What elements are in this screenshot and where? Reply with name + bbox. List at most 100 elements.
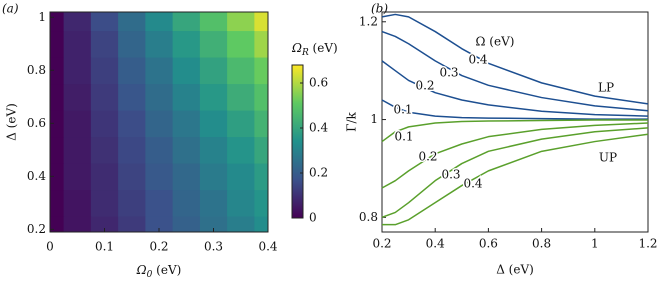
heatmap-cell bbox=[199, 163, 228, 191]
heatmap-cell bbox=[254, 30, 268, 58]
heatmap-cell bbox=[63, 163, 92, 191]
heatmap-cell bbox=[50, 12, 65, 32]
x-tick-label: 0 bbox=[46, 240, 54, 254]
x-tick-label: 0.8 bbox=[532, 237, 551, 251]
heatmap-cell bbox=[118, 30, 146, 58]
heatmap-cell bbox=[227, 12, 255, 32]
heatmap-cell bbox=[63, 83, 92, 111]
heatmap-cell bbox=[145, 189, 174, 217]
heatmap-cell bbox=[172, 57, 201, 85]
heatmap-cell bbox=[118, 83, 146, 111]
heatmap-cell bbox=[145, 12, 174, 32]
heatmap-cell bbox=[50, 189, 65, 217]
heatmap-cell bbox=[254, 110, 268, 138]
heatmap-cell bbox=[145, 136, 174, 164]
series-label: 0.3 bbox=[441, 168, 460, 182]
heatmap-cell bbox=[118, 110, 146, 138]
heatmap-cell bbox=[118, 57, 146, 85]
heatmap-cell bbox=[227, 83, 255, 111]
series-line bbox=[381, 99, 648, 120]
heatmap-cell bbox=[227, 30, 255, 58]
heatmap-cell bbox=[199, 110, 228, 138]
series-line bbox=[382, 133, 649, 226]
heatmap-cell bbox=[145, 110, 174, 138]
heatmap-cell bbox=[63, 12, 92, 32]
axis-label: ΩR (eV) bbox=[291, 41, 338, 58]
heatmap-cell bbox=[50, 30, 65, 58]
x-axis-label: Δ (eV) bbox=[496, 263, 534, 277]
heatmap-cell bbox=[172, 30, 201, 58]
label-subscript: R bbox=[301, 48, 309, 58]
heatmap-cell bbox=[227, 136, 255, 164]
heatmap-cell bbox=[118, 163, 146, 191]
y-axis-label: Γ/k bbox=[345, 111, 359, 131]
colorbar-tick-label: 0.4 bbox=[309, 121, 328, 135]
y-axis-label: Δ (eV) bbox=[5, 103, 19, 141]
annotation: Ω (eV) bbox=[476, 35, 515, 49]
x-tick-label: 0.4 bbox=[426, 237, 445, 251]
series-label: 0.4 bbox=[468, 53, 487, 67]
x-tick-label: 1 bbox=[591, 237, 599, 251]
heatmap-cell bbox=[63, 30, 92, 58]
heatmap-cells bbox=[50, 12, 268, 232]
heatmap-cell bbox=[90, 110, 119, 138]
heatmap-cell bbox=[50, 136, 65, 164]
y-tick-label: 0.4 bbox=[27, 169, 46, 183]
panel-b: 0.2 0.4 0.6 0.8 1 1.20.811.2Δ (eV)Γ/k(b)0.10.… bbox=[345, 2, 658, 277]
series-line bbox=[381, 119, 648, 143]
y-tick-label: 0.2 bbox=[27, 222, 46, 236]
heatmap-cell bbox=[63, 216, 92, 232]
x-tick-label: 0.4 bbox=[258, 240, 277, 254]
heatmap-cell bbox=[199, 216, 228, 232]
label-unit: (eV) bbox=[152, 263, 181, 277]
heatmap-cell bbox=[199, 57, 228, 85]
heatmap-cell bbox=[90, 163, 119, 191]
heatmap-cell bbox=[172, 216, 201, 232]
colorbar-tick-label: 0.2 bbox=[309, 166, 328, 180]
heatmap-cell bbox=[172, 83, 201, 111]
heatmap-cell bbox=[118, 12, 146, 32]
annotation: UP bbox=[599, 151, 617, 165]
heatmap-cell bbox=[254, 216, 268, 232]
series-line bbox=[381, 122, 649, 189]
label-unit: (eV) bbox=[309, 41, 338, 55]
panel-label: (a) bbox=[2, 2, 19, 16]
series-label: 0.4 bbox=[463, 177, 482, 191]
colorbar bbox=[291, 64, 304, 219]
heatmap-cell bbox=[90, 83, 119, 111]
heatmap-cell bbox=[254, 163, 268, 191]
y-tick-label: 0.8 bbox=[27, 63, 46, 77]
heatmap-cell bbox=[90, 12, 119, 32]
plot-frame bbox=[381, 11, 649, 233]
heatmap-cell bbox=[63, 189, 92, 217]
heatmap-cell bbox=[254, 83, 268, 111]
heatmap-cell bbox=[199, 83, 228, 111]
series-line bbox=[381, 30, 649, 112]
heatmap-cell bbox=[50, 216, 65, 232]
heatmap-cell bbox=[172, 12, 201, 32]
colorbar-tick-label: 0.6 bbox=[309, 76, 328, 90]
heatmap-cell bbox=[145, 163, 174, 191]
series-label: 0.1 bbox=[394, 130, 413, 144]
heatmap-cell bbox=[63, 110, 92, 138]
axis-label: Ω0 (eV) bbox=[136, 263, 182, 280]
heatmap-cell bbox=[227, 110, 255, 138]
heatmap-cell bbox=[145, 216, 174, 232]
heatmap-cell bbox=[172, 189, 201, 217]
series-line bbox=[381, 60, 649, 117]
heatmap-cell bbox=[50, 110, 65, 138]
x-tick-label: 0.1 bbox=[95, 240, 114, 254]
heatmap-cell bbox=[227, 57, 255, 85]
heatmap-cell bbox=[50, 83, 65, 111]
heatmap-cell bbox=[254, 12, 268, 32]
heatmap-cell bbox=[118, 216, 146, 232]
heatmap-cell bbox=[199, 136, 228, 164]
heatmap-cell bbox=[172, 136, 201, 164]
heatmap-cell bbox=[145, 83, 174, 111]
heatmap-cell bbox=[172, 110, 201, 138]
label-subscript: 0 bbox=[147, 270, 153, 280]
series-line bbox=[381, 13, 649, 105]
heatmap-cell bbox=[90, 189, 119, 217]
annotation: LP bbox=[598, 81, 614, 95]
heatmap-cell bbox=[199, 30, 228, 58]
